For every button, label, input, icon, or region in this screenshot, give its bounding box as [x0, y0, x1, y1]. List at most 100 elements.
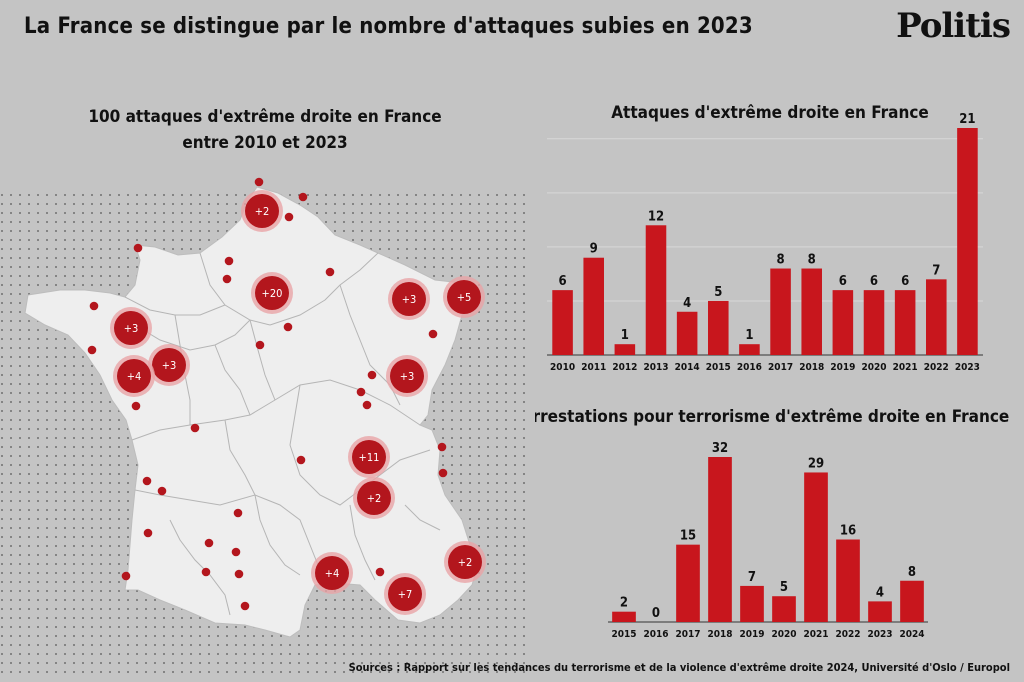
attack-cluster: +4 [311, 552, 353, 594]
x-tick-label: 2018 [799, 362, 824, 373]
cluster-label: +3 [162, 359, 177, 372]
map-title: 100 attaques d'extrême droite en France … [70, 104, 460, 156]
france-outline [24, 186, 479, 638]
attack-dot [222, 274, 232, 284]
x-tick-label: 2015 [611, 629, 636, 640]
attack-cluster: +3 [388, 278, 430, 320]
x-tick-label: 2022 [924, 362, 949, 373]
bar-value-label: 1 [745, 328, 753, 343]
x-tick-label: 2014 [675, 362, 700, 373]
attack-dot [284, 212, 294, 222]
attack-cluster: +7 [384, 573, 426, 615]
x-tick-label: 2024 [899, 629, 924, 640]
bar [676, 311, 698, 355]
bar-value-label: 1 [621, 328, 629, 343]
bar-value-label: 15 [680, 529, 696, 544]
bar [801, 268, 822, 355]
attack-cluster: +3 [110, 307, 152, 349]
attack-dot [233, 508, 243, 518]
x-tick-label: 2015 [706, 362, 731, 373]
x-tick-label: 2017 [675, 629, 700, 640]
x-tick-label: 2013 [643, 362, 668, 373]
attack-dot [255, 340, 265, 350]
x-tick-label: 2016 [643, 629, 668, 640]
politis-logo: Politis [896, 6, 1011, 46]
attack-dot [190, 423, 200, 433]
bar-value-label: 6 [559, 274, 567, 289]
attack-cluster: +2 [353, 477, 395, 519]
bar [770, 268, 791, 355]
x-tick-label: 2021 [803, 629, 828, 640]
attack-dot [325, 267, 335, 277]
bar-value-label: 32 [712, 441, 728, 456]
attack-dot [298, 192, 308, 202]
bar-value-label: 6 [870, 274, 878, 289]
attack-dot [240, 601, 250, 611]
chart2-title: Arrestations pour terrorisme d'extrême d… [535, 407, 1009, 427]
bar-value-label: 4 [683, 296, 691, 311]
cluster-label: +4 [325, 567, 340, 580]
bar [583, 257, 604, 355]
bar-value-label: 4 [876, 585, 884, 600]
attack-cluster: +2 [444, 541, 486, 583]
france-map: +2 +20 +3 +5 +3 +3 +4 +3 +11 +2 +4 +7 +2 [0, 177, 525, 673]
bar [863, 290, 885, 355]
bar-value-label: 29 [808, 456, 824, 471]
bar [868, 601, 892, 622]
map-title-line1: 100 attaques d'extrême droite en France [88, 107, 442, 127]
attack-dot [121, 571, 131, 581]
bar-value-label: 16 [840, 524, 856, 539]
bar-value-label: 7 [748, 570, 756, 585]
page-title: La France se distingue par le nombre d'a… [24, 14, 753, 39]
cluster-label: +2 [255, 205, 270, 218]
x-tick-label: 2021 [893, 362, 918, 373]
bar [708, 457, 732, 622]
x-tick-label: 2012 [612, 362, 637, 373]
cluster-label: +3 [124, 322, 139, 335]
attack-dot [254, 177, 264, 187]
attack-dot [438, 468, 448, 478]
x-tick-label: 2020 [861, 362, 886, 373]
bar-value-label: 5 [714, 285, 722, 300]
bar-value-label: 0 [652, 606, 660, 621]
bar-value-label: 21 [959, 112, 975, 127]
attack-dot [283, 322, 293, 332]
attack-dot [204, 538, 214, 548]
attack-cluster: +3 [386, 355, 428, 397]
attack-dot [142, 476, 152, 486]
x-tick-label: 2019 [830, 362, 855, 373]
x-tick-label: 2022 [835, 629, 860, 640]
x-tick-label: 2018 [707, 629, 732, 640]
attack-dot [428, 329, 438, 339]
attack-dot [89, 301, 99, 311]
bar [772, 596, 796, 622]
attack-dot [296, 455, 306, 465]
cluster-label: +20 [262, 287, 283, 300]
bar-value-label: 8 [908, 565, 916, 580]
bar [894, 290, 916, 355]
bar [612, 611, 636, 622]
bar [957, 128, 978, 355]
bar-value-label: 5 [780, 580, 788, 595]
attack-dot [133, 243, 143, 253]
bar [832, 290, 854, 355]
attack-dot [362, 400, 372, 410]
attack-dot [375, 567, 385, 577]
bar-value-label: 12 [648, 209, 664, 224]
attack-cluster: +4 [113, 355, 155, 397]
cluster-label: +2 [367, 492, 382, 505]
source-note: Sources : Rapport sur les tendances du t… [348, 661, 1010, 674]
bar [676, 544, 700, 622]
cluster-label: +2 [458, 556, 473, 569]
x-tick-label: 2023 [955, 362, 980, 373]
x-tick-label: 2011 [581, 362, 606, 373]
cluster-label: +5 [457, 291, 472, 304]
x-tick-label: 2023 [867, 629, 892, 640]
cluster-label: +3 [400, 370, 415, 383]
attack-cluster: +3 [148, 344, 190, 386]
attack-dot [157, 486, 167, 496]
bar-value-label: 8 [808, 253, 816, 268]
map-title-line2: entre 2010 et 2023 [182, 133, 348, 153]
attack-dot [231, 547, 241, 557]
cluster-label: +3 [402, 293, 417, 306]
